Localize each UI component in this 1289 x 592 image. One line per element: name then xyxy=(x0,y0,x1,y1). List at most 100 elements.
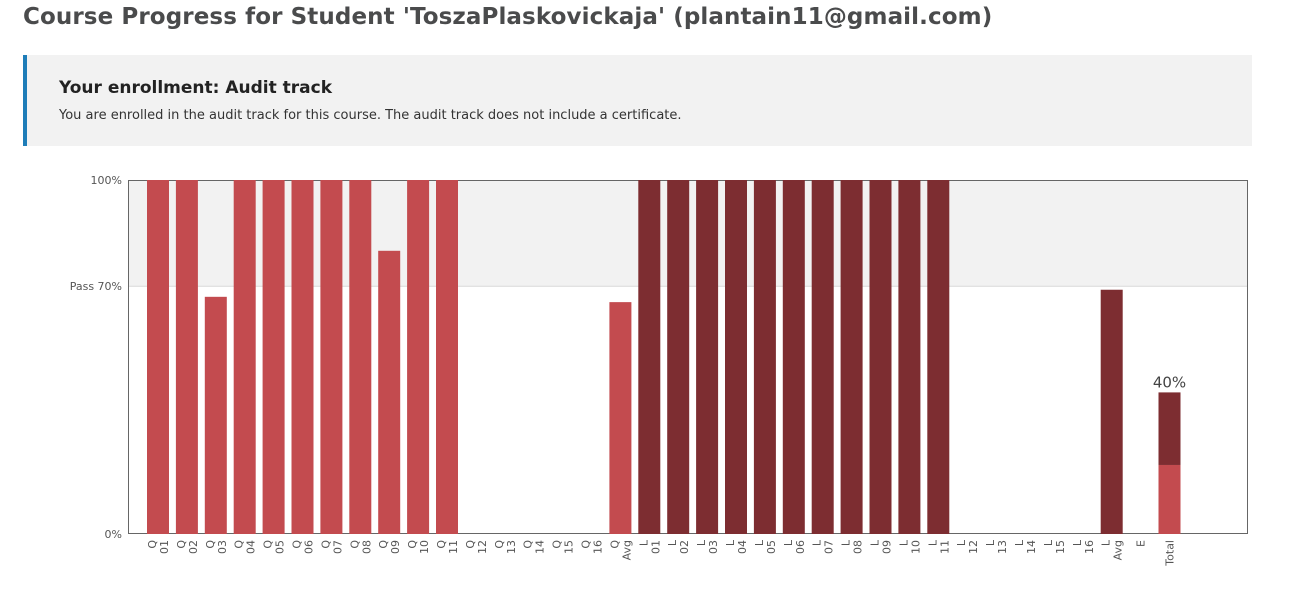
x-tick-label: 10 xyxy=(909,540,922,554)
enrollment-notice: Your enrollment: Audit track You are enr… xyxy=(23,55,1252,146)
x-tick-label: Q xyxy=(377,540,390,549)
x-tick-label: Q xyxy=(464,540,477,549)
x-tick-label: Avg xyxy=(1112,540,1125,560)
data-labels: 40% xyxy=(1153,373,1186,391)
x-tick-label: Total xyxy=(1164,540,1177,567)
x-tick-label: Q xyxy=(551,540,564,549)
x-tick-label: L xyxy=(811,539,824,546)
x-tick-label: 08 xyxy=(360,540,373,554)
x-tick-label: 13 xyxy=(505,540,518,554)
bar xyxy=(609,302,632,534)
enrollment-text: You are enrolled in the audit track for … xyxy=(59,108,682,123)
x-tick-label: L xyxy=(753,539,766,546)
x-tick-label: 16 xyxy=(592,540,605,554)
bar xyxy=(638,180,661,534)
x-tick-label: 03 xyxy=(707,540,720,554)
x-tick-label: L xyxy=(869,539,882,546)
x-tick-label: 15 xyxy=(1054,540,1067,554)
bar xyxy=(1100,289,1123,534)
x-tick-label: 11 xyxy=(938,540,951,554)
x-tick-label: 13 xyxy=(996,540,1009,554)
x-tick-label: 15 xyxy=(563,540,576,554)
x-tick-label: 12 xyxy=(476,540,489,554)
x-tick-label: 16 xyxy=(1083,540,1096,554)
x-tick-label: L xyxy=(782,539,795,546)
x-tick-label: L xyxy=(897,539,910,546)
y-axis: 100% Pass 70% 0% xyxy=(70,174,122,541)
x-tick-label: L xyxy=(637,539,650,546)
bar xyxy=(378,250,401,535)
bar-total-lab xyxy=(1158,392,1181,465)
x-tick-label: L xyxy=(926,539,939,546)
x-tick-label: 05 xyxy=(274,540,287,554)
bar xyxy=(175,180,198,534)
x-tick-label: L xyxy=(1042,539,1055,546)
bar xyxy=(407,180,430,534)
x-tick-label: L xyxy=(724,539,737,546)
x-tick-label: Q xyxy=(233,540,246,549)
x-tick-label: E xyxy=(1135,540,1148,547)
x-tick-label: 14 xyxy=(534,540,547,554)
x-tick-label: 11 xyxy=(447,540,460,554)
x-tick-label: Q xyxy=(406,540,419,549)
x-tick-label: Q xyxy=(580,540,593,549)
y-tick-label: Pass 70% xyxy=(70,280,122,293)
bar xyxy=(811,180,834,534)
bar xyxy=(204,296,227,534)
x-tick-label: Q xyxy=(319,540,332,549)
x-tick-label: 02 xyxy=(187,540,200,554)
x-tick-label: Q xyxy=(493,540,506,549)
x-tick-label: Q xyxy=(175,540,188,549)
x-tick-label: L xyxy=(955,539,968,546)
x-tick-label: 04 xyxy=(736,540,749,554)
bar xyxy=(725,180,747,534)
x-tick-label: 10 xyxy=(418,540,431,554)
bar xyxy=(262,180,285,534)
x-tick-label: 04 xyxy=(245,540,258,554)
x-tick-label: L xyxy=(695,539,708,546)
x-tick-label: L xyxy=(1071,539,1084,546)
total-label: 40% xyxy=(1153,373,1186,391)
x-tick-label: 02 xyxy=(678,540,691,554)
y-tick-label: 100% xyxy=(91,174,122,187)
bar xyxy=(667,180,690,534)
bar xyxy=(782,180,805,534)
x-tick-label: Q xyxy=(348,540,361,549)
x-tick-label: 01 xyxy=(158,540,171,554)
x-axis: Q 01 Q 02 Q 03 Q 04 Q 05 Q 06 Q 07 Q 08 Q 09 Q 10 Q 11 Q 12 Q 13 Q… xyxy=(146,539,1177,567)
x-tick-label: Q xyxy=(262,540,275,549)
bar xyxy=(233,180,256,534)
x-tick-label: Q xyxy=(204,540,217,549)
x-tick-label: L xyxy=(666,539,679,546)
x-tick-label: L xyxy=(1013,539,1026,546)
bar xyxy=(436,180,458,534)
bar xyxy=(349,180,372,534)
x-tick-label: 09 xyxy=(389,540,402,554)
x-tick-label: 06 xyxy=(794,540,807,554)
bar xyxy=(869,180,892,534)
x-tick-label: Avg xyxy=(620,540,633,560)
x-tick-label: L xyxy=(984,539,997,546)
x-tick-label: Q xyxy=(522,540,535,549)
bar-total-quiz xyxy=(1158,464,1181,534)
x-tick-label: 06 xyxy=(303,540,316,554)
y-tick-label: 0% xyxy=(105,528,122,541)
x-tick-label: 07 xyxy=(823,540,836,554)
page-title: Course Progress for Student 'ToszaPlasko… xyxy=(23,4,993,30)
x-tick-label: 05 xyxy=(765,540,778,554)
bar xyxy=(320,180,343,534)
bar xyxy=(927,180,950,534)
bar xyxy=(753,180,776,534)
enrollment-heading: Your enrollment: Audit track xyxy=(59,78,333,98)
x-tick-label: 07 xyxy=(331,540,344,554)
x-tick-label: L xyxy=(840,539,853,546)
bar xyxy=(840,180,863,534)
x-tick-label: 08 xyxy=(852,540,865,554)
bar xyxy=(291,180,314,534)
x-tick-label: 01 xyxy=(649,540,662,554)
bar xyxy=(147,180,169,534)
x-tick-label: Q xyxy=(435,540,448,549)
x-tick-label: Q xyxy=(291,540,304,549)
x-tick-label: 12 xyxy=(967,540,980,554)
